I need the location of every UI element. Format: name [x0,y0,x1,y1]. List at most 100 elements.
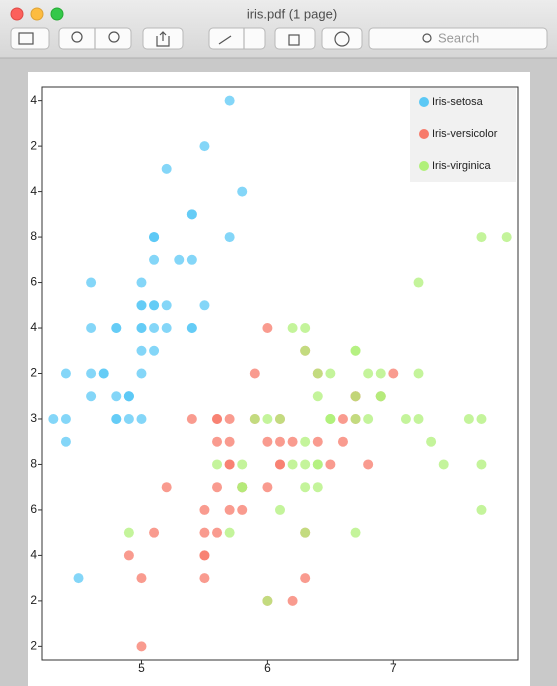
point [476,232,487,243]
point [363,368,374,379]
rotate-icon [288,34,300,46]
point [476,413,487,424]
point [86,277,97,288]
point [123,413,134,424]
point [161,163,172,174]
point [136,368,147,379]
zoom-in-icon [108,31,120,43]
point [275,436,285,447]
y-tick-label: 8 [30,457,37,471]
point [463,413,474,424]
point [186,209,197,220]
window-title: iris.pdf (1 page) [247,6,337,21]
minimize-button[interactable] [30,7,44,21]
point [136,573,147,584]
point [476,459,487,470]
point [224,413,235,424]
point [136,300,147,311]
point [199,573,210,584]
point [287,436,298,447]
point [174,254,185,265]
point [300,459,311,470]
point [161,323,172,334]
point [287,323,298,334]
y-tick-label: 6 [30,502,37,516]
annotate-icon [334,31,350,47]
point [60,436,71,447]
point [136,345,147,356]
legend-label: Iris-virginica [432,160,492,172]
point [262,436,273,447]
point [212,527,223,538]
legend-label: Iris-setosa [432,96,484,108]
point [325,368,336,379]
point [98,368,109,379]
legend-label: Iris-versicolor [432,128,498,140]
y-tick-label: 4 [30,548,37,562]
point [413,277,424,288]
point [149,323,160,334]
sidebar-button[interactable] [10,27,50,50]
point [199,141,210,152]
point [111,413,122,424]
point [363,459,374,470]
point [86,368,97,379]
point [224,527,235,538]
point [136,413,147,424]
point [312,459,323,470]
search-icon [422,33,432,43]
point [212,482,223,493]
point [262,323,273,334]
point [161,482,172,493]
share-icon [156,31,170,47]
x-tick-label: 6 [264,661,271,675]
point [275,504,285,515]
zoom-button[interactable] [50,7,64,21]
point [249,368,260,379]
point [111,323,122,334]
point [262,482,273,493]
point [325,413,336,424]
point [237,186,248,197]
point [300,436,311,447]
rotate-button[interactable] [274,27,316,50]
legend: Iris-setosa Iris-versicolor Iris-virginica [410,88,516,182]
point [350,345,361,356]
point [212,413,223,424]
point [111,391,122,402]
point [300,345,311,356]
point [375,391,386,402]
point [237,482,248,493]
close-button[interactable] [10,7,24,21]
point [212,436,223,447]
zoom-out-icon [71,31,83,43]
point [186,413,197,424]
y-tick-label: 3 [30,411,37,425]
point [337,436,348,447]
markup-button[interactable] [208,27,266,50]
point [275,413,285,424]
y-tick-label: 4 [30,184,37,198]
annotate-button[interactable] [321,27,363,50]
legend-marker [419,97,429,107]
y-tick-label: 2 [30,138,37,152]
point [312,436,323,447]
point [350,527,361,538]
point [48,413,59,424]
point [199,550,210,561]
point [199,504,210,515]
point [199,300,210,311]
point [363,413,374,424]
point [224,232,235,243]
point [136,323,147,334]
search-field[interactable] [368,27,548,50]
point [186,323,197,334]
point [400,413,411,424]
legend-marker [419,161,429,171]
point [60,413,71,424]
point [60,368,71,379]
pen-icon [218,35,232,45]
point [337,413,348,424]
point [224,459,235,470]
point [262,413,273,424]
